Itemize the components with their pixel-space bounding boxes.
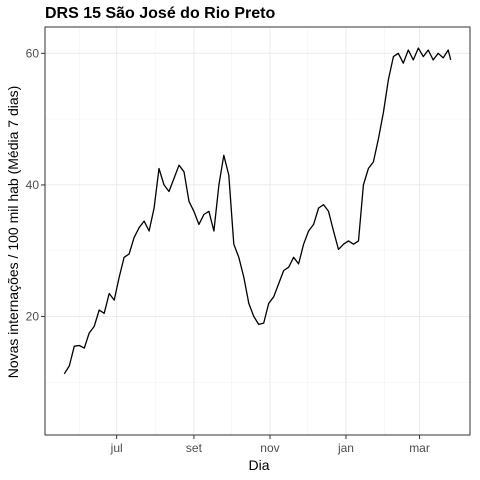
chart-title: DRS 15 São José do Rio Preto — [45, 5, 276, 22]
x-tick-label: mar — [409, 441, 430, 455]
x-tick-label: set — [186, 441, 203, 455]
y-tick-label: 20 — [26, 310, 40, 324]
x-tick-label: jul — [110, 441, 123, 455]
x-tick-label: nov — [260, 441, 279, 455]
y-axis-title: Novas internações / 100 mil hab (Média 7… — [5, 86, 21, 379]
panel-border — [44, 26, 471, 436]
series-line — [63, 47, 452, 375]
x-tick-label: jan — [337, 441, 354, 455]
plot-panel: jul set nov jan mar 20 40 60 — [26, 26, 471, 455]
x-axis-title: Dia — [248, 457, 269, 473]
y-tick-label: 40 — [26, 178, 40, 192]
y-tick-label: 60 — [26, 46, 40, 60]
